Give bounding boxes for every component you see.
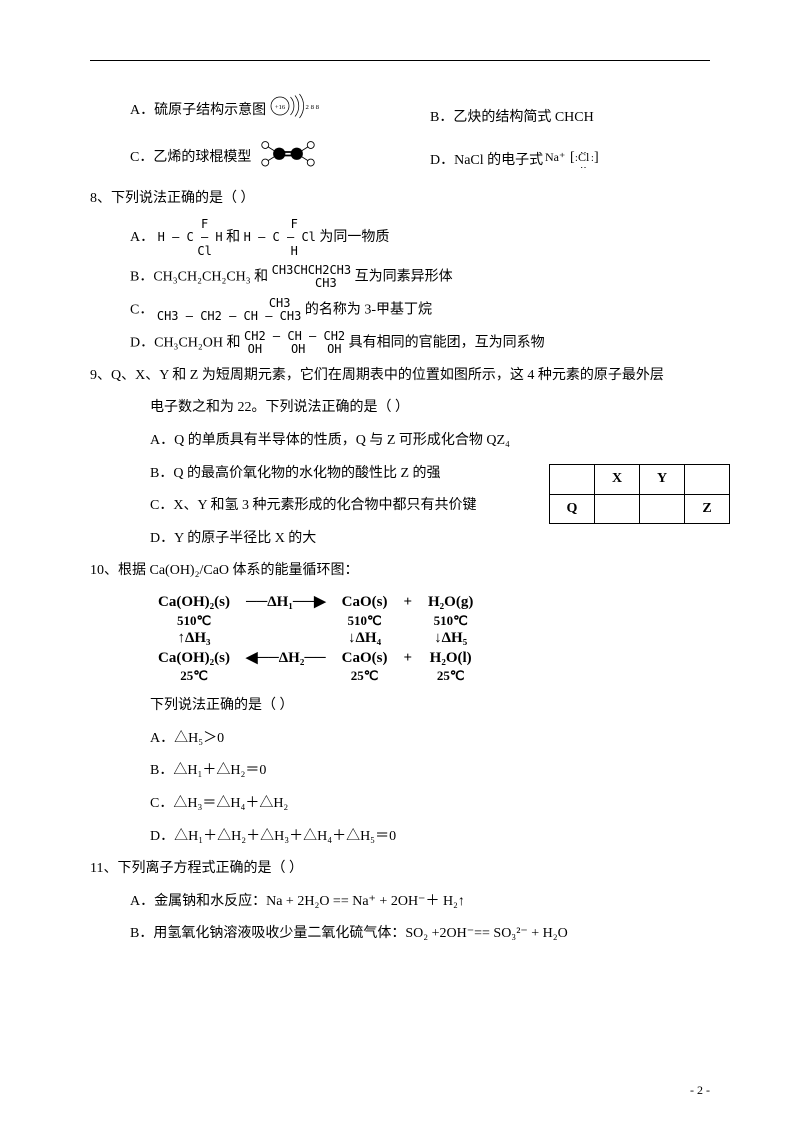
q11-b: B．用氢氧化钠溶液吸收少量二氧化硫气体：SO₂ +2OH⁻== SO₃²⁻ + … (130, 921, 710, 948)
q7-d-label: D．NaCl 的电子式 (430, 148, 543, 175)
q7-b-label: B．乙炔的结构简式 CHCH (430, 105, 594, 132)
q10-d: D．△H₁＋△H₂＋△H₃＋△H₄＋△H₅＝0 (150, 824, 710, 851)
q7-c-label: C．乙烯的球棍模型 (130, 145, 251, 172)
q7-opt-c: C．乙烯的球棍模型 (130, 138, 430, 180)
q10-stem: 10、根据 Ca(OH)₂/CaO 体系的能量循环图： (90, 558, 710, 585)
q9-stem2: 电子数之和为 22。下列说法正确的是（ ） (150, 395, 710, 422)
q7-opt-b: B．乙炔的结构简式 CHCH (430, 105, 594, 132)
q10-a: A．△H₅＞0 (150, 726, 710, 753)
pt-cell-x: X (595, 465, 640, 495)
pt-cell-y: Y (640, 465, 685, 495)
q10-c: C．△H₃＝△H₄＋△H₂ (150, 791, 710, 818)
q7-opt-d: D．NaCl 的电子式 Na⁺ [ ‥ : Cl : ‥ ] (430, 143, 605, 180)
pt-cell-empty1 (550, 465, 595, 495)
q8-opt-d: D．CH₃CH₂OH 和 CH2 — CH — CH2 OH OH OH 具有相… (130, 330, 710, 357)
q8-b-struct: CH3CHCH2CH3 CH3 (272, 264, 351, 290)
svg-text:]: ] (594, 150, 599, 165)
pt-cell-q: Q (550, 494, 595, 524)
q8-opt-b: B．CH₃CH₂CH₂CH₃ 和 CH3CHCH2CH3 CH3 互为同素异形体 (130, 264, 710, 291)
ec-arrow-dh5: ↓ΔH₅ (420, 629, 481, 649)
q8-opt-c: C． CH3 CH3 — CH2 — CH — CH3 的名称为 3-甲基丁烷 (130, 297, 710, 324)
q8-a-struct2: F H — C — Cl H (244, 218, 316, 258)
q11-stem: 11、下列离子方程式正确的是（ ） (90, 856, 710, 883)
ec-t3: 510℃ (420, 613, 481, 630)
q8-stem: 8、下列说法正确的是（ ） (90, 186, 710, 213)
ec-ca-oh2-510: Ca(OH)₂(s) (150, 593, 238, 613)
energy-cycle-diagram: Ca(OH)₂(s) ──ΔH₁──▶ CaO(s) + H₂O(g) 510℃… (150, 593, 710, 685)
q10-stem2: 下列说法正确的是（ ） (150, 693, 710, 720)
svg-text:Na⁺: Na⁺ (545, 150, 565, 164)
q8-d-suffix: 具有相同的官能团，互为同系物 (349, 335, 545, 350)
ec-arrow-dh2: ◀──ΔH₂── (238, 649, 334, 669)
svg-text:2 8 8: 2 8 8 (306, 104, 320, 111)
q8-b-prefix: B．CH₃CH₂CH₂CH₃ 和 (130, 269, 268, 284)
ec-t4: 25℃ (150, 668, 238, 685)
ethylene-model-icon (253, 138, 323, 180)
ec-plus-1: + (395, 593, 420, 613)
ec-plus-2: + (395, 649, 420, 669)
q8-a-struct1: F H — C — H Cl (158, 218, 223, 258)
pt-cell-empty4 (640, 494, 685, 524)
q8-opt-a: A． F H — C — H Cl 和 F H — C — Cl H 为同一物质 (130, 218, 710, 258)
ec-h2o-g: H₂O(g) (420, 593, 481, 613)
q9-d: D．Y 的原子半径比 X 的大 (150, 526, 710, 553)
svg-text:+16: +16 (275, 104, 286, 111)
ec-arrow-dh4: ↓ΔH₄ (334, 629, 396, 649)
q11-a: A．金属钠和水反应：Na + 2H₂O == Na⁺ + 2OH⁻＋ H₂↑ (130, 889, 710, 916)
q8-c-prefix: C． (130, 302, 153, 317)
q8-c-struct: CH3 CH3 — CH2 — CH — CH3 (157, 297, 302, 323)
nacl-electron-formula-icon: Na⁺ [ ‥ : Cl : ‥ ] (543, 143, 605, 180)
q8-d-prefix: D．CH₃CH₂OH 和 (130, 335, 241, 350)
ec-t1: 510℃ (150, 613, 238, 630)
ec-t2: 510℃ (334, 613, 396, 630)
pt-cell-empty3 (595, 494, 640, 524)
sulfur-atom-icon: +16 2 8 8 (268, 91, 328, 132)
q8-b-suffix: 互为同素异形体 (355, 269, 453, 284)
ec-cao-510: CaO(s) (334, 593, 396, 613)
q8-a-suffix: 为同一物质 (319, 230, 389, 245)
pt-cell-empty2 (685, 465, 730, 495)
ec-t5: 25℃ (334, 668, 396, 685)
q9-stem1: 9、Q、X、Y 和 Z 为短周期元素，它们在周期表中的位置如图所示，这 4 种元… (90, 363, 710, 390)
svg-text:‥: ‥ (580, 160, 587, 169)
q8-a-and: 和 (226, 230, 240, 245)
ec-arrow-dh1: ──ΔH₁──▶ (238, 593, 334, 613)
q9-a: A．Q 的单质具有半导体的性质，Q 与 Z 可形成化合物 QZ₄ (150, 428, 710, 455)
q7-a-label: A．硫原子结构示意图 (130, 98, 266, 125)
q10-b: B．△H₁＋△H₂＝0 (150, 758, 710, 785)
ec-arrow-dh3: ↑ΔH₃ (150, 629, 238, 649)
ec-ca-oh2-25: Ca(OH)₂(s) (150, 649, 238, 669)
ec-cao-25: CaO(s) (334, 649, 396, 669)
periodic-position-table: X Y Q Z (549, 464, 730, 524)
q7-opt-a: A．硫原子结构示意图 +16 2 8 8 (130, 91, 430, 132)
pt-cell-z: Z (685, 494, 730, 524)
q8-c-suffix: 的名称为 3-甲基丁烷 (305, 302, 432, 317)
q8-a-prefix: A． (130, 230, 154, 245)
page-number: - 2 - (690, 1079, 710, 1102)
q8-d-struct: CH2 — CH — CH2 OH OH OH (244, 330, 345, 356)
ec-t6: 25℃ (420, 668, 481, 685)
ec-h2o-l: H₂O(l) (420, 649, 481, 669)
